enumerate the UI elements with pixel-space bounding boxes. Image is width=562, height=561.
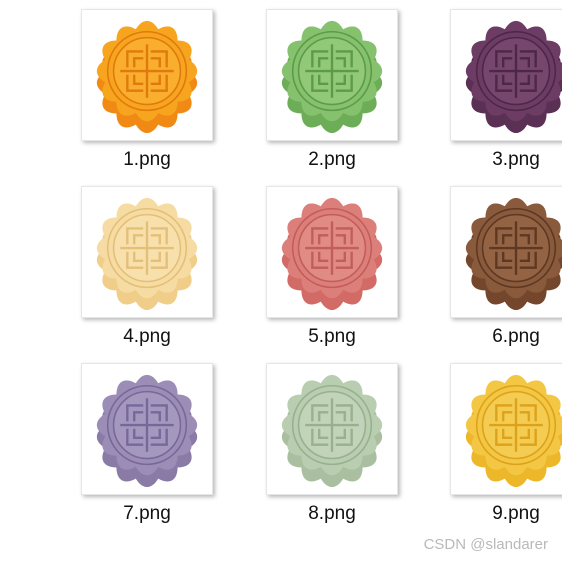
file-tile[interactable]: 1.png	[57, 9, 237, 179]
file-thumbnail[interactable]	[450, 9, 562, 141]
mooncake-sage-icon	[281, 374, 383, 488]
mooncake-purple-icon	[465, 20, 562, 134]
file-thumbnail[interactable]	[450, 363, 562, 495]
file-name-label[interactable]: 3.png	[492, 149, 540, 170]
file-thumbnail[interactable]	[266, 186, 398, 318]
file-thumbnail[interactable]	[266, 363, 398, 495]
file-thumbnail[interactable]	[266, 9, 398, 141]
file-tile[interactable]: 8.png	[242, 363, 422, 533]
file-name-label[interactable]: 9.png	[492, 503, 540, 524]
file-thumbnail[interactable]	[81, 363, 213, 495]
file-name-label[interactable]: 8.png	[308, 503, 356, 524]
file-name-label[interactable]: 2.png	[308, 149, 356, 170]
watermark: CSDN @slandarer	[423, 536, 548, 553]
mooncake-pink-icon	[281, 197, 383, 311]
file-tile[interactable]: 7.png	[57, 363, 237, 533]
file-tile[interactable]: 5.png	[242, 186, 422, 356]
file-tile[interactable]: 6.png	[426, 186, 562, 356]
mooncake-lavender-icon	[96, 374, 198, 488]
file-thumbnail[interactable]	[81, 9, 213, 141]
file-tile[interactable]: 3.png	[426, 9, 562, 179]
mooncake-green-icon	[281, 20, 383, 134]
file-name-label[interactable]: 7.png	[123, 503, 171, 524]
file-thumbnail[interactable]	[81, 186, 213, 318]
file-name-label[interactable]: 4.png	[123, 326, 171, 347]
mooncake-yellow-icon	[465, 374, 562, 488]
file-name-label[interactable]: 5.png	[308, 326, 356, 347]
mooncake-orange-icon	[96, 20, 198, 134]
mooncake-cream-icon	[96, 197, 198, 311]
mooncake-brown-icon	[465, 197, 562, 311]
file-thumbnail[interactable]	[450, 186, 562, 318]
file-tile[interactable]: 9.png	[426, 363, 562, 533]
file-name-label[interactable]: 1.png	[123, 149, 171, 170]
file-tile[interactable]: 2.png	[242, 9, 422, 179]
file-tile[interactable]: 4.png	[57, 186, 237, 356]
file-name-label[interactable]: 6.png	[492, 326, 540, 347]
